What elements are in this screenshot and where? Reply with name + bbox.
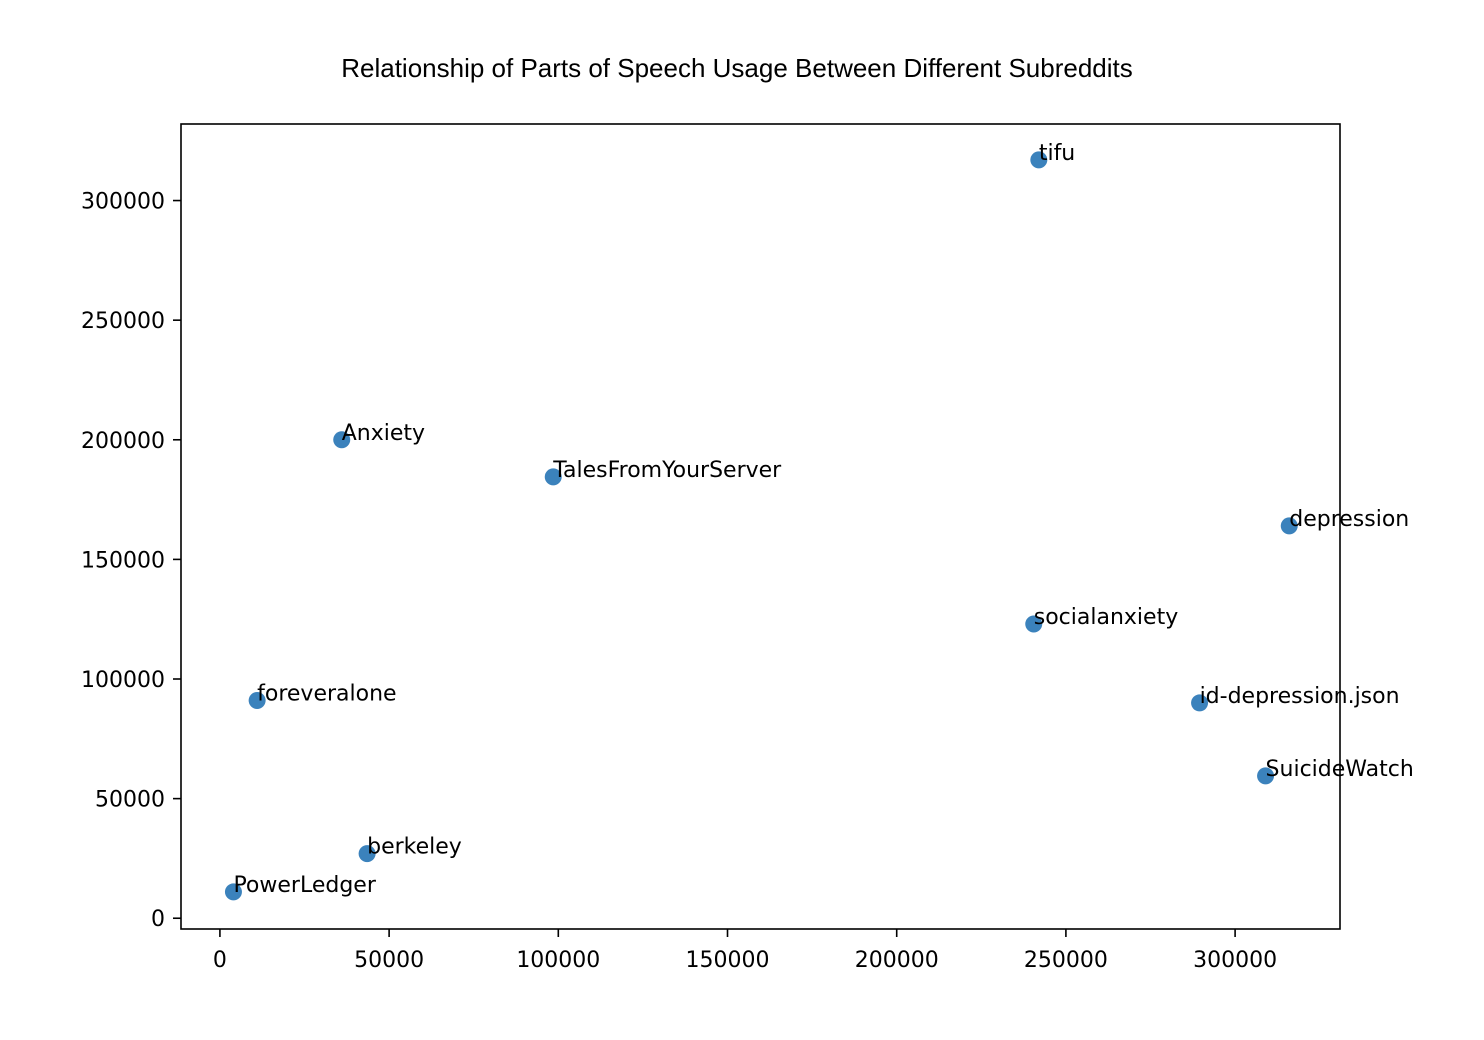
- data-point-label: Anxiety: [342, 421, 425, 446]
- x-tick-label: 150000: [686, 948, 770, 973]
- data-point: [1257, 767, 1275, 785]
- x-tick-label: 100000: [516, 948, 600, 973]
- data-point-label: tifu: [1039, 141, 1075, 166]
- data-point-label: id-depression.json: [1200, 684, 1400, 709]
- y-tick-label: 200000: [81, 429, 165, 454]
- data-point: [248, 692, 266, 710]
- y-tick-label: 50000: [95, 788, 165, 813]
- data-point-label: depression: [1289, 507, 1409, 532]
- data-point-label: TalesFromYourServer: [552, 458, 782, 483]
- y-tick-label: 150000: [81, 548, 165, 573]
- data-point: [224, 883, 242, 901]
- y-tick-label: 250000: [81, 309, 165, 334]
- data-point-label: PowerLedger: [233, 873, 376, 898]
- plot-frame: [180, 123, 1341, 930]
- data-point: [1025, 615, 1043, 633]
- plot-points: [224, 151, 1298, 901]
- x-tick-label: 300000: [1193, 948, 1277, 973]
- point-labels: tifu Anxiety TalesFromYourServer depression…: [233, 141, 1413, 898]
- data-point: [544, 468, 562, 486]
- x-tick-label: 50000: [354, 948, 424, 973]
- x-tick-label: 0: [213, 948, 227, 973]
- x-tick-label: 200000: [855, 948, 939, 973]
- data-point: [333, 431, 351, 449]
- data-point: [1191, 694, 1209, 712]
- y-tick-label: 100000: [81, 668, 165, 693]
- x-axis: 0 50000 100000 150000 200000 250000 300000: [213, 929, 1277, 973]
- y-tick-label: 0: [151, 907, 165, 932]
- x-tick-label: 250000: [1024, 948, 1108, 973]
- data-point-label: socialanxiety: [1034, 605, 1178, 630]
- chart-title: Relationship of Parts of Speech Usage Be…: [341, 53, 1133, 83]
- data-point: [358, 845, 376, 863]
- data-point: [1030, 151, 1048, 169]
- y-axis: 0 50000 100000 150000 200000 250000 300000: [81, 190, 181, 932]
- y-tick-label: 300000: [81, 190, 165, 215]
- data-point: [1280, 517, 1298, 535]
- data-point-label: foreveralone: [257, 682, 396, 707]
- data-point-label: berkeley: [367, 835, 462, 860]
